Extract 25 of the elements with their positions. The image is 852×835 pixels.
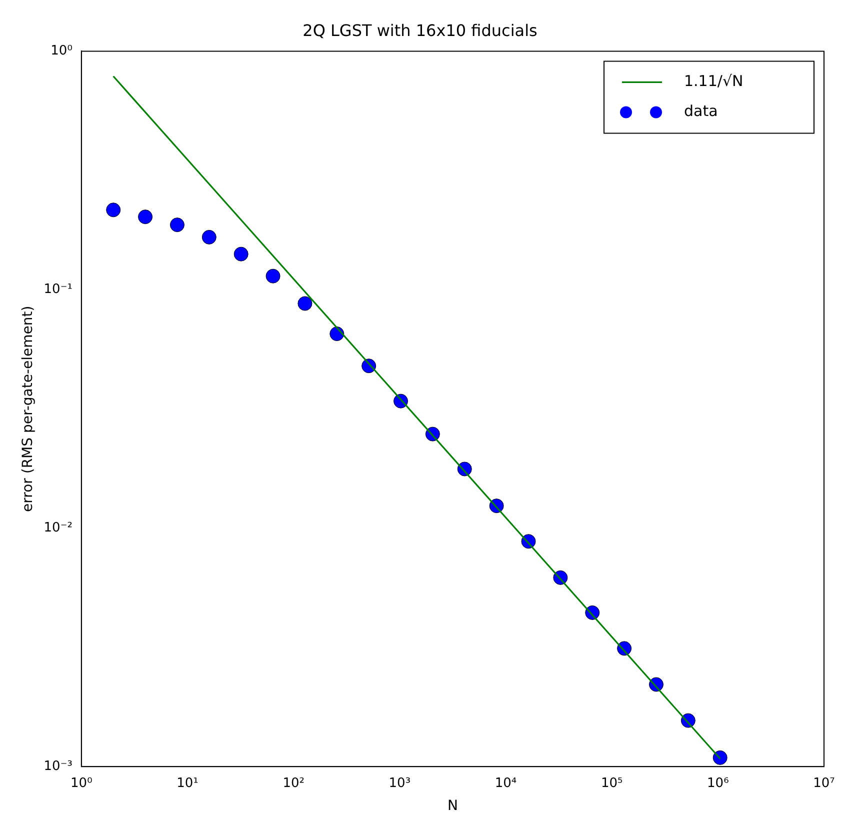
point (170, 218, 184, 232)
x-tick-label: 10¹ (176, 776, 198, 791)
x-axis-title: N (447, 798, 458, 814)
point (202, 230, 216, 244)
point (712, 750, 728, 765)
x-tick-label: 10⁵ (600, 776, 623, 791)
x-tick-label: 10² (282, 776, 304, 791)
x-tick-label: 10³ (388, 776, 411, 791)
chart-title: 2Q LGST with 16x10 fiducials (302, 20, 538, 40)
x-tick-label: 10⁷ (813, 776, 835, 791)
x-tick-label: 10⁰ (70, 776, 92, 791)
y-axis-title: error (RMS per-gate-element) (20, 306, 36, 512)
legend-label: 1.11/√N (684, 72, 744, 90)
y-tick-label: 10⁻² (44, 520, 72, 536)
y-tick-label: 10⁻³ (44, 758, 72, 774)
x-tick-label: 10⁶ (707, 776, 729, 791)
point (234, 246, 248, 262)
point (298, 296, 312, 311)
x-tick-label: 10⁴ (494, 776, 517, 791)
y-tick-label: 10⁰ (50, 44, 72, 59)
point (266, 268, 280, 284)
point (106, 202, 121, 218)
y-tick-label: 10⁻¹ (44, 282, 72, 298)
legend-label: data (684, 102, 718, 120)
point (138, 210, 153, 224)
